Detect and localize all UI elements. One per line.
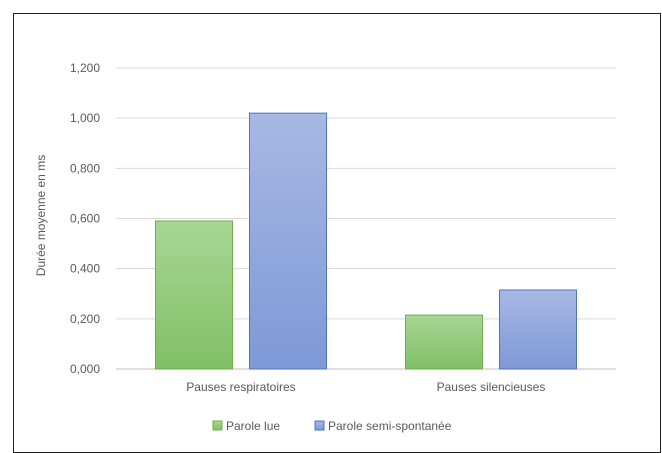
chart-frame (13, 13, 661, 453)
bar-parole-lue-respiratoires (155, 220, 233, 370)
x-tick-label: Pauses respiratoires (186, 380, 295, 394)
legend-label: Parole semi-spontanée (328, 419, 452, 433)
legend-swatch (314, 420, 325, 431)
y-tick-label: 0,600 (70, 212, 100, 226)
bar-parole-semi-spontanee-silencieuses (499, 289, 577, 370)
legend-swatch (212, 420, 223, 431)
y-tick-labels: 0,000 0,200 0,400 0,600 0,800 1,000 1,200 (70, 61, 100, 376)
y-tick-label: 0,000 (70, 362, 100, 376)
x-tick-label: Pauses silencieuses (437, 380, 546, 394)
y-tick-label: 0,800 (70, 161, 100, 175)
y-tick-label: 0,200 (70, 312, 100, 326)
y-tick-label: 1,200 (70, 61, 100, 75)
y-tick-label: 1,000 (70, 111, 100, 125)
legend: Parole lue Parole semi-spontanée (212, 419, 452, 433)
bar-parole-lue-silencieuses (405, 314, 483, 370)
y-tick-label: 0,400 (70, 262, 100, 276)
legend-label: Parole lue (226, 419, 280, 433)
x-tick-labels: Pauses respiratoires Pauses silencieuses (186, 380, 545, 394)
bar-parole-semi-spontanee-respiratoires (249, 112, 327, 370)
y-axis-label: Durée moyenne en ms (34, 155, 48, 276)
bars (155, 112, 577, 370)
